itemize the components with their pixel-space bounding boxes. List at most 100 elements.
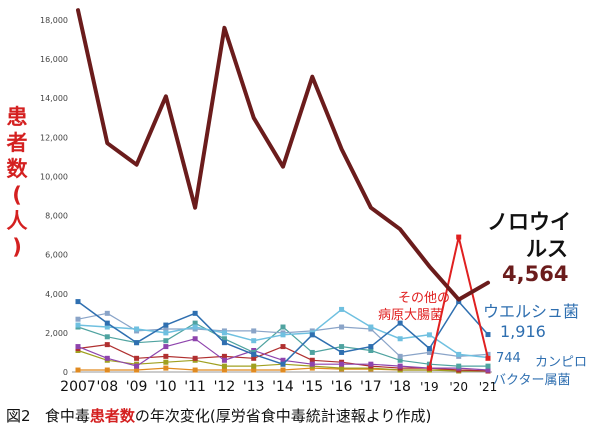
y-title-char: 人	[6, 209, 28, 233]
figure-caption: 図2 食中毒患者数の年次変化(厚労省食中毒統計速報より作成)	[6, 405, 431, 426]
data-point	[309, 357, 315, 363]
x-tick-label: '12	[214, 379, 236, 395]
data-point	[280, 332, 286, 338]
data-point	[104, 324, 110, 330]
data-point	[104, 320, 110, 326]
data-point	[192, 310, 198, 316]
x-tick-label: '09	[126, 379, 148, 395]
data-point	[397, 357, 403, 363]
y-title-char: 者	[6, 131, 28, 155]
data-point	[368, 347, 374, 353]
data-point	[75, 367, 81, 373]
data-point	[456, 299, 462, 305]
data-point	[163, 365, 169, 371]
data-point	[426, 332, 432, 338]
x-tick-label: '11	[184, 379, 206, 395]
y-tick-label: 18,000	[40, 16, 68, 25]
data-point	[368, 324, 374, 330]
data-point	[221, 340, 227, 346]
data-point	[280, 357, 286, 363]
data-point	[192, 336, 198, 342]
x-tick-label: '15	[301, 379, 323, 395]
campylobacter-label-line2: バクター属菌	[493, 373, 571, 388]
caption-post: の年次変化(厚労省食中毒統計速報より作成)	[134, 407, 432, 425]
data-point	[485, 367, 491, 373]
data-point	[221, 353, 227, 359]
x-tick-label: '14	[272, 379, 294, 395]
x-tick-label: '17	[360, 379, 382, 395]
data-point	[339, 324, 345, 330]
x-tick-label: '08	[96, 379, 118, 395]
data-point	[163, 344, 169, 350]
y-tick-label: 2,000	[45, 329, 68, 338]
data-point	[280, 344, 286, 350]
campylobacter-value: 744	[496, 351, 521, 366]
data-point	[104, 334, 110, 340]
data-point	[397, 363, 403, 369]
x-tick-label: '21	[479, 380, 498, 394]
y-tick-label: 10,000	[40, 172, 68, 181]
campylobacter-label-line1: カンピロ	[535, 355, 588, 370]
data-point	[163, 353, 169, 359]
x-tick-label: '18	[389, 379, 411, 395]
data-point	[456, 363, 462, 369]
data-point	[163, 322, 169, 328]
data-point	[339, 361, 345, 367]
y-title-char: 患	[6, 105, 28, 129]
data-point	[221, 336, 227, 342]
data-point	[192, 367, 198, 373]
x-tick-label: '20	[449, 380, 468, 394]
data-point	[309, 332, 315, 338]
norovirus-label-line1: ノロウイ	[487, 210, 571, 234]
series-line	[76, 8, 490, 302]
data-point	[104, 367, 110, 373]
data-point	[192, 324, 198, 330]
y-tick-label: 14,000	[40, 94, 68, 103]
data-point	[397, 353, 403, 359]
data-point	[426, 365, 432, 371]
data-point	[163, 338, 169, 344]
x-tick-label: '19	[420, 380, 439, 394]
y-tick-label: 16,000	[40, 55, 68, 64]
data-point	[134, 326, 140, 332]
data-point	[280, 367, 286, 373]
data-point	[397, 336, 403, 342]
y-tick-label: 8,000	[45, 212, 68, 221]
data-point	[251, 355, 257, 361]
data-point	[221, 367, 227, 373]
data-point	[309, 349, 315, 355]
y-title-char: )	[12, 235, 22, 259]
data-point	[75, 316, 81, 322]
data-point	[221, 363, 227, 369]
y-title-char: (	[12, 183, 22, 207]
y-tick-label: 4,000	[45, 290, 68, 299]
data-point	[426, 346, 432, 352]
data-point	[485, 332, 491, 338]
data-point	[309, 361, 315, 367]
x-tick-label: '10	[155, 379, 177, 395]
ecoli-label-line1: その他の	[398, 291, 451, 306]
data-point	[134, 363, 140, 369]
data-point	[104, 355, 110, 361]
data-point	[280, 324, 286, 330]
data-point	[251, 367, 257, 373]
norovirus-label-line2: ルス	[526, 237, 568, 261]
caption-highlight: 患者数	[89, 407, 135, 425]
y-tick-label: 0	[63, 368, 68, 377]
data-point	[280, 361, 286, 367]
y-title-char: 数	[6, 157, 28, 181]
series-lines	[75, 8, 491, 374]
data-point	[75, 322, 81, 328]
welchii-value: 1,916	[500, 322, 546, 341]
data-point	[134, 340, 140, 346]
data-point	[192, 320, 198, 326]
data-point	[75, 344, 81, 350]
y-axis-title: 患 者 数 ( 人 )	[4, 104, 30, 260]
data-point	[485, 363, 491, 369]
data-point	[134, 367, 140, 373]
data-point	[75, 299, 81, 305]
data-point	[192, 355, 198, 361]
x-axis: 2007'08 '09 '10 '11 '12 '13 '14 '15 '16 '17 '18 '19…	[60, 379, 497, 395]
x-tick-label: '16	[331, 379, 353, 395]
